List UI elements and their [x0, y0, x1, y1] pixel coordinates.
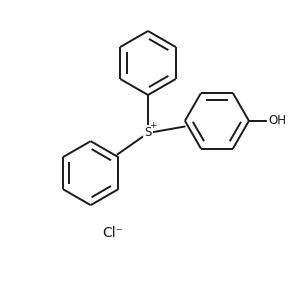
Text: OH: OH	[268, 114, 286, 127]
Text: S: S	[144, 126, 152, 139]
Text: Cl⁻: Cl⁻	[102, 226, 124, 240]
Text: +: +	[149, 121, 157, 130]
